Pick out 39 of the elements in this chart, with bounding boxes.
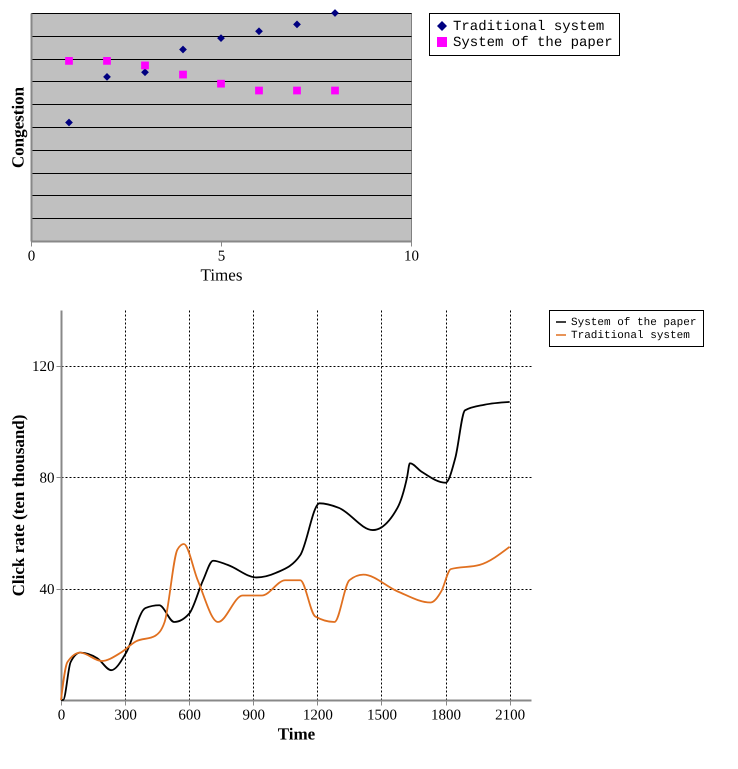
- point: [331, 9, 339, 17]
- point: [65, 118, 73, 126]
- point: [179, 46, 187, 54]
- legend-label: Traditional system: [571, 330, 690, 342]
- line-series: [60, 543, 511, 701]
- x-axis-title: Time: [278, 724, 316, 744]
- x-tick-label: 0: [58, 708, 66, 724]
- x-tick-label: 900: [242, 708, 266, 724]
- point: [293, 20, 301, 28]
- x-tick-label: 1500: [366, 708, 397, 724]
- y-axis-title: Congestion: [8, 86, 28, 168]
- legend-label: System of the paper: [453, 35, 613, 51]
- point: [217, 80, 225, 88]
- point: [293, 86, 301, 94]
- point: [179, 70, 187, 78]
- point: [141, 62, 149, 70]
- legend-label: System of the paper: [571, 317, 696, 329]
- legend-label: Traditional system: [453, 19, 604, 35]
- point: [217, 34, 225, 42]
- point: [255, 27, 263, 36]
- x-tick-label: 600: [178, 708, 201, 724]
- point: [103, 72, 111, 81]
- y-tick-label: 120: [32, 359, 54, 376]
- point: [255, 86, 263, 94]
- x-tick-label: 0: [28, 248, 36, 264]
- x-tick-label: 1800: [431, 708, 462, 724]
- y-tick-label: 80: [40, 470, 54, 487]
- x-tick-label: 5: [218, 248, 226, 264]
- x-tick-label: 300: [114, 708, 137, 724]
- x-tick-label: 1200: [302, 708, 333, 724]
- point: [103, 57, 111, 65]
- x-tick-label: 10: [404, 248, 419, 264]
- y-axis-title: Click rate (ten thousand): [9, 414, 28, 596]
- y-tick-label: 40: [40, 582, 54, 598]
- x-axis-title: Times: [200, 266, 242, 284]
- point: [331, 86, 339, 94]
- point: [65, 57, 73, 65]
- x-tick-label: 2100: [495, 708, 526, 724]
- point: [141, 68, 149, 76]
